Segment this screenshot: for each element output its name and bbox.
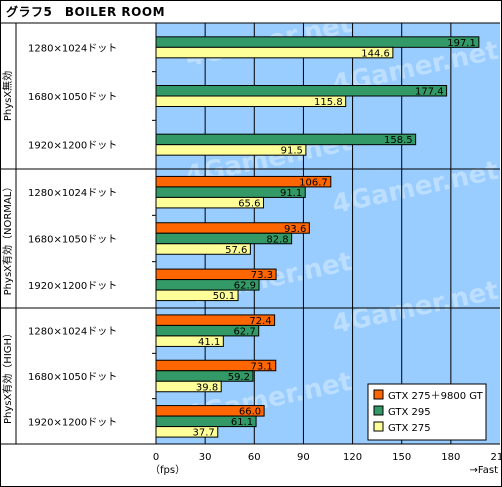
category-label: 1920×1200ドット <box>28 281 117 292</box>
chart-title: グラフ5 BOILER ROOM <box>6 5 166 19</box>
legend-label: GTX 275＋9800 GT <box>388 391 484 402</box>
bar-value-label: 197.1 <box>447 38 476 49</box>
bar-value-label: 73.1 <box>250 361 272 372</box>
bar <box>155 46 394 59</box>
bar-value-label: 50.1 <box>213 291 235 302</box>
bar-value-label: 59.2 <box>228 372 250 383</box>
category-label: 1280×1024ドット <box>28 188 117 199</box>
category-label: 1280×1024ドット <box>28 43 117 54</box>
legend-swatch <box>373 421 384 432</box>
x-axis-direction-label: →Fast <box>470 465 499 476</box>
bar-value-label: 106.7 <box>299 177 328 188</box>
group-label: PhysX有効（HIGH） <box>1 328 14 424</box>
bar-value-label: 158.5 <box>384 135 413 146</box>
x-tick-label: 90 <box>297 452 310 463</box>
bar-value-label: 73.3 <box>251 270 273 281</box>
category-label: 1680×1050ドット <box>28 235 117 246</box>
legend-swatch <box>373 405 384 416</box>
bar-value-label: 93.6 <box>284 224 306 235</box>
x-axis-unit-label: （fps） <box>150 464 185 476</box>
category-label: 1280×1024ドット <box>28 327 117 338</box>
x-tick-label: 150 <box>392 452 411 463</box>
x-tick-label: 210 <box>490 452 502 463</box>
group-label: PhysX無効 <box>1 71 14 121</box>
bar-value-label: 91.5 <box>281 146 303 157</box>
bar <box>155 144 307 156</box>
x-tick-label: 120 <box>343 452 362 463</box>
bar-value-label: 57.6 <box>225 245 247 256</box>
x-tick-label: 60 <box>248 452 261 463</box>
bar-value-label: 91.1 <box>280 188 302 199</box>
bar-value-label: 144.6 <box>361 48 390 59</box>
bar-value-label: 72.4 <box>249 316 271 327</box>
bar <box>155 36 480 48</box>
legend-swatch <box>373 389 384 400</box>
bar-value-label: 115.8 <box>314 97 343 108</box>
bar <box>155 243 251 255</box>
category-label: 1680×1050ドット <box>28 92 117 103</box>
category-label: 1920×1200ドット <box>28 417 117 428</box>
bar <box>155 335 224 347</box>
bar <box>155 196 264 209</box>
bar-value-label: 177.4 <box>415 87 444 98</box>
bar-value-label: 61.1 <box>231 417 253 428</box>
x-tick-label: 180 <box>441 452 460 463</box>
bar-value-label: 41.1 <box>198 337 220 348</box>
bar <box>155 95 347 107</box>
bar-value-label: 62.9 <box>234 281 256 292</box>
bar-value-label: 37.7 <box>192 428 214 439</box>
bar <box>155 85 448 97</box>
bar <box>155 426 219 438</box>
bar-value-label: 66.0 <box>239 407 261 418</box>
bar <box>155 133 417 146</box>
bar-value-label: 39.8 <box>196 382 218 393</box>
bar <box>155 289 239 302</box>
x-tick-label: 30 <box>199 452 212 463</box>
bar <box>155 380 222 393</box>
legend-box <box>367 383 487 441</box>
group-label: PhysX有効（NORMAL） <box>1 182 14 296</box>
bar-value-label: 82.8 <box>266 234 288 245</box>
category-label: 1680×1050ドット <box>28 372 117 383</box>
legend-label: GTX 295 <box>388 407 431 418</box>
x-tick-label: 0 <box>153 452 159 463</box>
bar-value-label: 65.6 <box>238 198 260 209</box>
category-label: 1920×1200ドット <box>28 141 117 152</box>
legend-label: GTX 275 <box>388 423 431 434</box>
bar-value-label: 62.7 <box>233 326 255 337</box>
